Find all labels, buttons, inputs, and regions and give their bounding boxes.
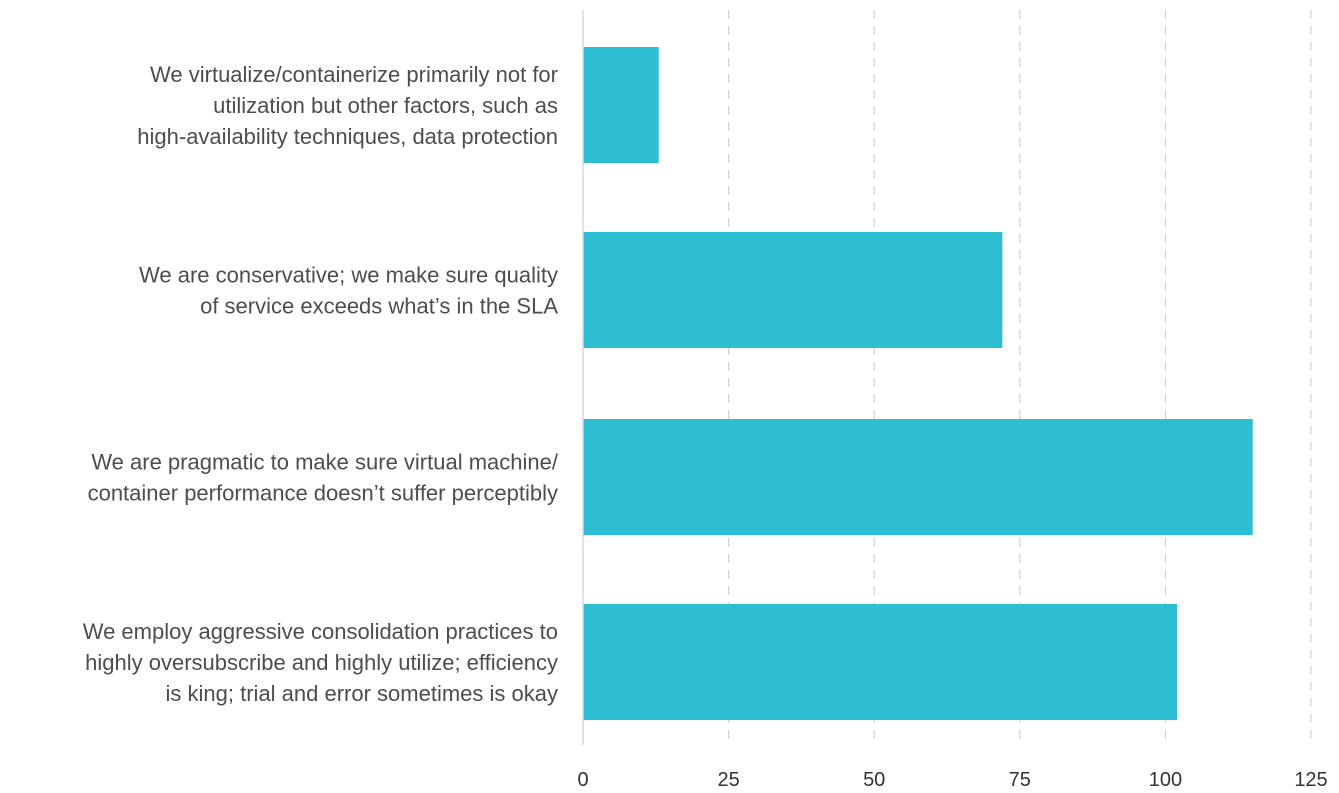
category-label-line: utilization but other factors, such as [213, 93, 558, 118]
category-label-line: We virtualize/containerize primarily not… [150, 62, 558, 87]
category-label-line: container performance doesn’t suffer per… [88, 481, 558, 506]
x-tick-label-125: 125 [1294, 769, 1327, 791]
x-tick-label-50: 50 [863, 769, 885, 791]
category-labels: We virtualize/containerize primarily not… [83, 62, 559, 706]
category-label-line: We are conservative; we make sure qualit… [139, 263, 558, 288]
bar-1 [583, 47, 659, 163]
category-label-line: highly oversubscribe and highly utilize;… [85, 650, 558, 675]
bar-3 [583, 419, 1253, 535]
category-label-line: is king; trial and error sometimes is ok… [166, 681, 558, 706]
category-label-2: We are conservative; we make sure qualit… [139, 263, 558, 319]
x-tick-label-25: 25 [717, 769, 739, 791]
category-label-1: We virtualize/containerize primarily not… [137, 62, 558, 149]
category-label-line: We are pragmatic to make sure virtual ma… [91, 450, 559, 475]
bar-2 [583, 232, 1003, 348]
bars [583, 47, 1253, 720]
x-tick-label-0: 0 [577, 769, 588, 791]
x-tick-label-100: 100 [1149, 769, 1182, 791]
category-label-line: high-availability techniques, data prote… [137, 124, 558, 149]
bar-4 [583, 604, 1178, 720]
category-label-3: We are pragmatic to make sure virtual ma… [88, 450, 559, 506]
x-tick-labels: 0 25 50 75 100 125 [577, 769, 1327, 791]
category-label-4: We employ aggressive consolidation pract… [83, 619, 558, 706]
category-label-line: We employ aggressive consolidation pract… [83, 619, 558, 644]
x-tick-label-75: 75 [1009, 769, 1031, 791]
category-label-line: of service exceeds what’s in the SLA [200, 294, 558, 319]
